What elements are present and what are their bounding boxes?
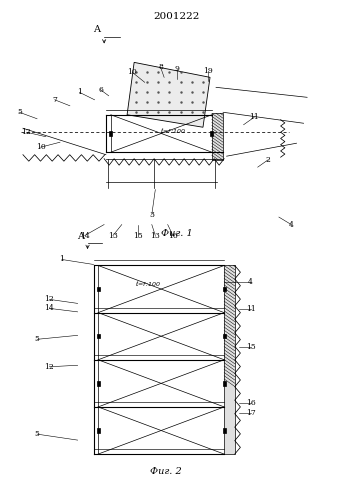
Text: 12: 12 [22,128,31,136]
Text: 14: 14 [44,304,54,312]
Text: 2001222: 2001222 [153,12,200,21]
Polygon shape [127,62,210,127]
Text: A: A [77,232,84,241]
Text: $\ell$=f:100: $\ell$=f:100 [160,126,186,136]
Text: 16: 16 [168,232,178,240]
Bar [97,334,100,338]
Text: 4: 4 [248,278,253,286]
Text: $\ell$=f:100: $\ell$=f:100 [136,279,161,288]
Text: 14: 14 [80,232,90,240]
Bar [223,381,226,386]
Bar [224,265,235,454]
Text: 5: 5 [35,430,40,438]
Bar [210,131,213,136]
Text: 3: 3 [149,211,154,219]
Text: 19: 19 [203,67,213,75]
Text: 1: 1 [77,88,82,96]
Text: 11: 11 [246,305,256,313]
Text: 6: 6 [98,86,103,94]
Bar [97,381,100,386]
Text: 5: 5 [17,108,22,116]
Text: Фиг. 2: Фиг. 2 [150,467,182,476]
Text: 13: 13 [108,232,118,240]
Text: 9: 9 [174,65,179,73]
Text: A: A [93,25,100,34]
Text: 4: 4 [289,221,294,229]
Text: 5: 5 [35,335,40,343]
Text: 17: 17 [246,409,256,417]
Text: 12: 12 [44,363,54,371]
Bar [223,428,226,433]
Text: 15: 15 [246,343,256,351]
Text: 15: 15 [133,232,143,240]
Text: 8: 8 [158,63,163,71]
Text: 2: 2 [266,156,271,164]
Text: 16: 16 [246,399,256,407]
Bar [212,113,223,160]
Text: 10: 10 [36,143,46,151]
Bar [223,334,226,338]
Text: 7: 7 [52,96,57,104]
Bar [109,131,113,136]
Bar [223,287,226,291]
Text: 12: 12 [44,295,54,303]
Bar [97,428,100,433]
Text: 1: 1 [59,255,64,263]
Text: 13: 13 [150,232,160,240]
Text: 10: 10 [127,68,137,76]
Text: 11: 11 [249,113,259,121]
Bar [97,287,100,291]
Text: Фиг. 1: Фиг. 1 [161,229,192,238]
